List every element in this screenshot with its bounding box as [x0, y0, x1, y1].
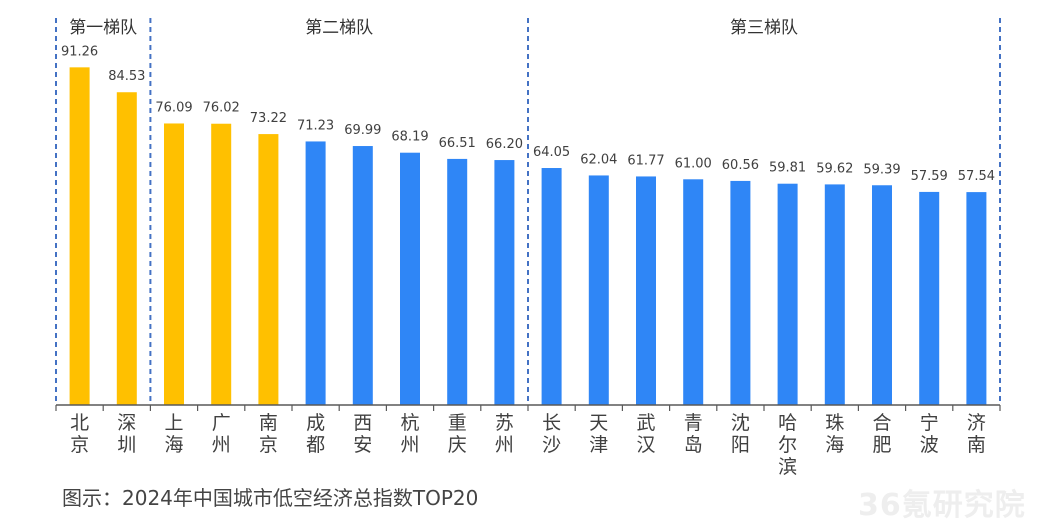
- bars: [69, 67, 987, 406]
- bar: [777, 183, 798, 405]
- bar: [683, 179, 704, 405]
- category-label: 青岛: [684, 412, 703, 456]
- category-label: 深圳: [117, 412, 136, 456]
- bar-value-label: 62.04: [580, 152, 617, 167]
- bar: [588, 175, 609, 405]
- bar-value-label: 76.09: [155, 100, 192, 115]
- chart-caption: 图示：2024年中国城市低空经济总指数TOP20: [62, 486, 479, 510]
- category-label: 济南: [967, 412, 986, 456]
- category-label: 哈尔滨: [778, 412, 797, 478]
- category-label: 长沙: [542, 412, 561, 456]
- bar-value-label: 60.56: [722, 158, 759, 173]
- watermark-logo: 36氪研究院: [858, 488, 1026, 523]
- bar-value-label: 57.59: [911, 169, 948, 184]
- category-label: 广州: [212, 412, 231, 456]
- category-label: 沈阳: [731, 412, 750, 456]
- category-label: 珠海: [825, 412, 844, 456]
- bar: [824, 184, 845, 405]
- tier-label: 第三梯队: [730, 18, 798, 38]
- bar-value-label: 91.26: [61, 44, 98, 59]
- tier-dividers: [55, 18, 1001, 405]
- category-label: 重庆: [448, 412, 467, 456]
- bar: [541, 168, 562, 405]
- bar-value-label: 59.62: [816, 161, 853, 176]
- bar: [636, 176, 656, 405]
- bar-value-label: 71.23: [297, 118, 334, 133]
- tier-label: 第一梯队: [69, 18, 137, 38]
- bar: [730, 180, 751, 405]
- bar: [164, 123, 184, 405]
- x-axis: [55, 404, 1001, 411]
- bar-value-label: 61.00: [675, 156, 712, 171]
- bar-value-label: 66.20: [486, 137, 523, 152]
- bar: [447, 158, 468, 405]
- category-label: 武汉: [636, 412, 655, 456]
- bar: [872, 185, 892, 405]
- bar-value-label: 59.39: [863, 162, 900, 177]
- category-label: 南京: [259, 412, 278, 456]
- bar-value-label: 59.81: [769, 161, 806, 176]
- category-label: 天津: [589, 412, 608, 456]
- bar-value-label: 66.51: [439, 136, 476, 151]
- bar-value-label: 57.54: [958, 169, 995, 184]
- bar-value-label: 68.19: [391, 130, 428, 145]
- bar: [69, 67, 90, 405]
- bar: [919, 191, 940, 405]
- bar: [116, 92, 137, 405]
- value-labels: 91.26 84.53 76.09 76.02 73.22 71.23 69.99 68.19…: [61, 44, 995, 184]
- bar-value-label: 69.99: [344, 123, 381, 138]
- bar: [305, 141, 326, 405]
- category-label: 苏州: [495, 412, 514, 456]
- tier-labels: 第一梯队 第二梯队 第三梯队: [69, 18, 798, 38]
- bar-value-label: 76.02: [203, 101, 240, 116]
- bar: [258, 134, 279, 405]
- bar-value-label: 84.53: [108, 69, 145, 84]
- tier-label: 第二梯队: [305, 18, 373, 38]
- bar: [400, 152, 420, 405]
- bar-value-label: 61.77: [627, 153, 664, 168]
- bar: [211, 123, 232, 405]
- category-label: 成都: [306, 412, 325, 456]
- bar-value-label: 64.05: [533, 145, 570, 160]
- category-label: 杭州: [400, 412, 419, 456]
- category-label: 西安: [353, 412, 372, 456]
- category-label: 合肥: [872, 412, 891, 456]
- bar-value-label: 73.22: [250, 111, 287, 126]
- bar: [966, 192, 987, 405]
- bar: [494, 160, 515, 405]
- category-label: 北京: [70, 412, 89, 456]
- category-label: 宁波: [920, 412, 939, 456]
- bar: [352, 146, 373, 406]
- category-label: 上海: [164, 412, 183, 456]
